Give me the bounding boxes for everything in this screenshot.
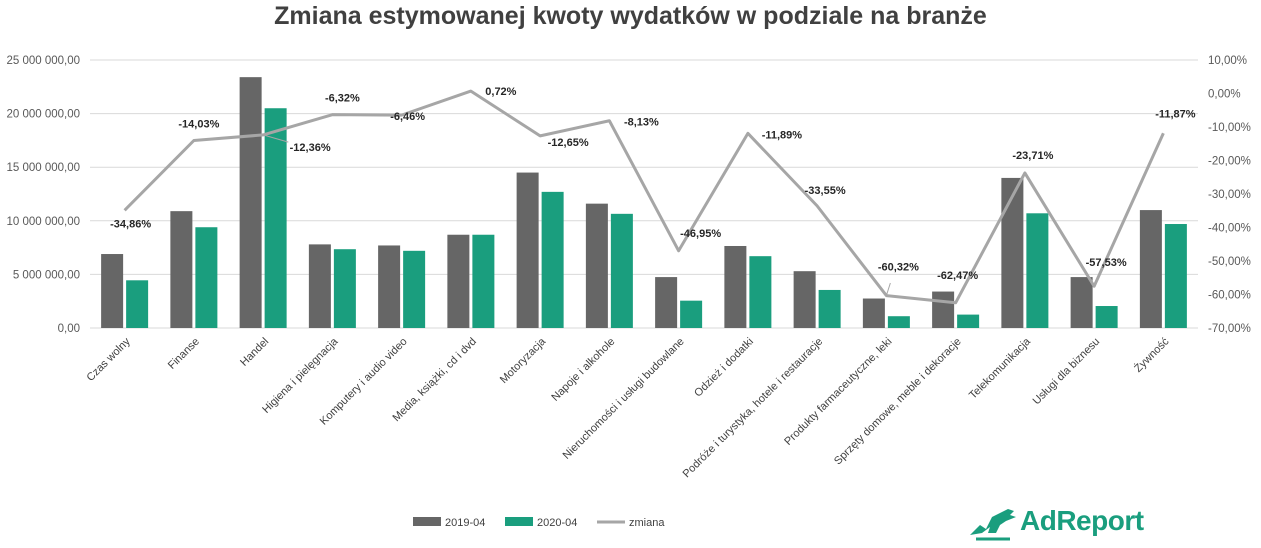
category-label: Czas wolny (84, 335, 133, 384)
data-label: -60,32% (878, 262, 919, 274)
data-label: -46,95% (680, 228, 721, 240)
category-label: Żywność (1132, 335, 1172, 375)
horse-logo-icon (966, 503, 1026, 543)
data-label: -62,47% (937, 270, 978, 282)
category-label: Telekomunikacja (967, 335, 1034, 402)
bar-2019 (170, 211, 192, 328)
bar-2020 (888, 316, 910, 328)
bar-2020 (265, 108, 287, 328)
bar-2020 (472, 235, 494, 328)
bar-2020 (680, 301, 702, 328)
legend-swatch (505, 517, 533, 526)
legend-label: 2020-04 (537, 517, 577, 529)
right-tick-label: 0,00% (1208, 89, 1241, 101)
category-label: Handel (238, 336, 271, 369)
data-label: -14,03% (178, 119, 219, 131)
bar-2020 (819, 290, 841, 328)
left-tick-label: 15 000 000,00 (6, 162, 80, 174)
bar-2019 (586, 204, 608, 328)
category-label: Sprzęty domowe, meble i dekoracje (832, 336, 964, 468)
data-label: -8,13% (624, 117, 659, 129)
bar-2019 (517, 173, 539, 328)
bar-2019 (863, 299, 885, 328)
left-tick-label: 5 000 000,00 (13, 269, 80, 281)
bar-2020 (403, 251, 425, 328)
right-tick-label: -30,00% (1208, 189, 1251, 201)
data-label: -6,46% (390, 111, 425, 123)
right-tick-label: -10,00% (1208, 122, 1251, 134)
bar-2019 (447, 235, 469, 328)
bar-2020 (957, 315, 979, 328)
bar-2019 (724, 246, 746, 328)
right-tick-label: -70,00% (1208, 323, 1251, 335)
legend: 2019-04 2020-04 zmiana (413, 517, 665, 529)
bar-2019 (1071, 277, 1093, 328)
data-label: -23,71% (1012, 150, 1053, 162)
category-label: Finanse (166, 336, 202, 372)
bar-2019 (240, 77, 262, 328)
data-label: -12,36% (290, 142, 331, 154)
left-tick-label: 0,00 (58, 323, 80, 335)
category-label: Nieruchomości i usługi budowlane (561, 336, 687, 462)
bar-2019 (932, 292, 954, 328)
bar-2019 (1140, 210, 1162, 328)
data-label: -57,53% (1086, 257, 1127, 269)
category-label: Podróże i turystyka, hotele i restauracj… (681, 336, 826, 481)
bar-2020 (1026, 213, 1048, 328)
left-tick-label: 10 000 000,00 (6, 216, 80, 228)
data-label: -6,32% (325, 93, 360, 105)
data-label: -11,89% (762, 129, 803, 141)
bar-2019 (1001, 178, 1023, 328)
bar-2020 (195, 227, 217, 328)
bar-2020 (542, 192, 564, 328)
data-label: -33,55% (805, 185, 846, 197)
category-label: Napoje i alkohole (549, 336, 617, 404)
left-tick-label: 20 000 000,00 (6, 109, 80, 121)
brand-name: AdReport (1020, 505, 1144, 537)
leader-line (886, 283, 890, 296)
data-label: -12,65% (548, 137, 589, 149)
bar-2020 (126, 280, 148, 328)
bar-2019 (101, 254, 123, 328)
data-label: -34,86% (110, 218, 151, 230)
legend-label: 2019-04 (445, 517, 485, 529)
right-tick-label: -40,00% (1208, 223, 1251, 235)
category-label: Higiena i pielęgnacja (260, 335, 341, 416)
bar-2020 (611, 214, 633, 328)
right-tick-label: 10,00% (1208, 55, 1247, 67)
data-label: -11,87% (1155, 108, 1196, 120)
bar-2019 (794, 271, 816, 328)
category-label: Odzież i dodatki (692, 336, 756, 400)
legend-swatch (413, 517, 441, 526)
category-label: Usługi dla biznesu (1031, 336, 1103, 408)
right-tick-label: -20,00% (1208, 156, 1251, 168)
data-label: 0,72% (485, 86, 516, 98)
bar-2019 (655, 277, 677, 328)
right-tick-label: -50,00% (1208, 256, 1251, 268)
bar-2020 (1165, 224, 1187, 328)
legend-label: zmiana (629, 517, 665, 529)
left-tick-label: 25 000 000,00 (6, 55, 80, 67)
bar-2020 (1096, 306, 1118, 328)
bar-2020 (334, 249, 356, 328)
bar-2019 (309, 244, 331, 328)
category-label: Motoryzacja (498, 335, 549, 386)
bar-2019 (378, 245, 400, 328)
bar-2020 (749, 256, 771, 328)
right-tick-label: -60,00% (1208, 290, 1251, 302)
